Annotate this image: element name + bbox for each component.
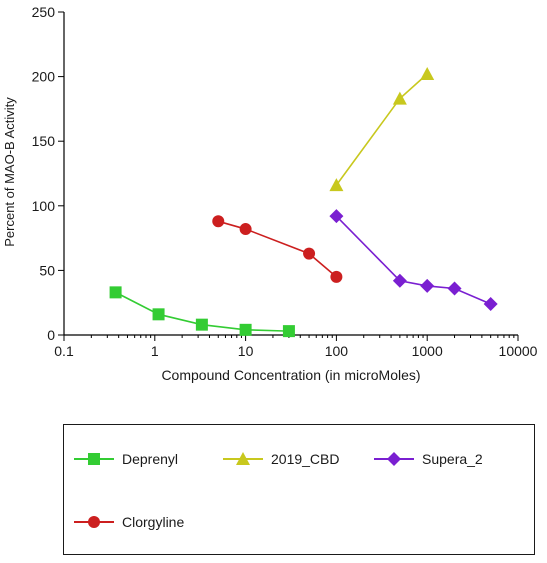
legend-label-deprenyl: Deprenyl [122,451,179,467]
series-deprenyl [109,286,295,338]
data-point-deprenyl [195,318,208,331]
series-layer [109,67,498,338]
data-point-supera-2 [483,296,498,311]
data-point-deprenyl [282,325,295,338]
data-point-supera-2 [329,209,344,224]
legend-marker-clorgyline [74,516,114,528]
data-point-2019-cbd [329,178,344,192]
series-line-clorgyline [218,220,337,278]
y-tick-label: 150 [32,133,56,149]
legend-label-clorgyline: Clorgyline [122,514,185,530]
data-point-clorgyline [330,270,343,283]
x-tick-label: 10000 [499,343,538,359]
series-line-2019-cbd [335,73,428,186]
x-tick-label: 1 [151,343,159,359]
legend-marker-2019-cbd [223,452,263,465]
series-clorgyline [212,215,343,283]
data-point-deprenyl [109,286,122,299]
y-axis-label: Percent of MAO-B Activity [2,97,17,247]
series-supera-2 [329,209,498,311]
legend-item-clorgyline: Clorgyline [72,514,184,530]
series-line-supera-2 [335,215,491,305]
legend-marker-deprenyl [74,453,114,465]
data-point-supera-2 [392,273,407,288]
data-point-supera-2 [447,281,462,296]
legend-item-2019-cbd: 2019_CBD [221,451,340,467]
data-point-clorgyline [239,223,252,236]
y-tick-label: 200 [32,69,56,85]
series-2019-cbd [329,67,435,192]
legend-label-supera-2: Supera_2 [422,451,483,467]
x-tick-label: 10 [238,343,254,359]
x-ticks: 0.1 1 10 100 1000 10000 [54,335,538,359]
data-point-clorgyline [212,215,225,228]
data-point-clorgyline [303,247,316,260]
data-point-supera-2 [420,278,435,293]
legend-label-2019-cbd: 2019_CBD [271,451,340,467]
legend: Deprenyl 2019_CBD Supera_2 Clorgyline [63,424,535,555]
y-tick-label: 50 [39,262,55,278]
x-tick-label: 0.1 [54,343,74,359]
y-tick-label: 250 [32,4,56,20]
data-point-deprenyl [152,308,165,321]
x-tick-label: 1000 [412,343,443,359]
y-tick-label: 0 [47,327,55,343]
x-axis-label: Compound Concentration (in microMoles) [161,367,420,383]
legend-item-supera-2: Supera_2 [372,451,483,467]
x-tick-label: 100 [325,343,349,359]
y-ticks: 0 50 100 150 200 250 [32,4,64,343]
legend-item-deprenyl: Deprenyl [72,451,178,467]
data-point-deprenyl [239,323,252,336]
legend-marker-supera-2 [374,452,414,466]
data-point-2019-cbd [392,91,407,105]
data-point-2019-cbd [420,67,435,81]
y-tick-label: 100 [32,198,56,214]
